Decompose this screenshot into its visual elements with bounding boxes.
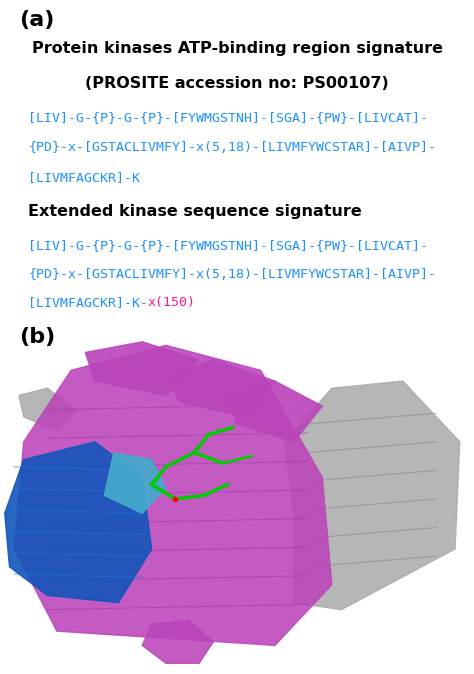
Polygon shape xyxy=(5,442,152,603)
Polygon shape xyxy=(14,345,332,646)
Text: [LIV]-G-{P}-G-{P}-[FYWMGSTNH]-[SGA]-{PW}-[LIVCAT]-: [LIV]-G-{P}-G-{P}-[FYWMGSTNH]-[SGA]-{PW}… xyxy=(28,239,428,252)
Polygon shape xyxy=(104,452,166,514)
Text: {PD}-x-[GSTACLIVMFY]-x(5,18)-[LIVMFYWCSTAR]-[AIVP]-: {PD}-x-[GSTACLIVMFY]-x(5,18)-[LIVMFYWCST… xyxy=(28,141,437,154)
Text: {PD}-x-[GSTACLIVMFY]-x(5,18)-[LIVMFYWCSTAR]-[AIVP]-: {PD}-x-[GSTACLIVMFY]-x(5,18)-[LIVMFYWCST… xyxy=(28,268,437,280)
Polygon shape xyxy=(284,381,460,610)
Text: [LIVMFAGCKR]-K-: [LIVMFAGCKR]-K- xyxy=(28,296,148,309)
Polygon shape xyxy=(85,342,199,396)
Text: x(150): x(150) xyxy=(147,296,195,309)
Text: [LIVMFAGCKR]-K: [LIVMFAGCKR]-K xyxy=(28,171,140,184)
Text: Extended kinase sequence signature: Extended kinase sequence signature xyxy=(28,204,362,219)
Text: [LIV]-G-{P}-G-{P}-[FYWMGSTNH]-[SGA]-{PW}-[LIVCAT]-: [LIV]-G-{P}-G-{P}-[FYWMGSTNH]-[SGA]-{PW}… xyxy=(28,111,428,124)
Text: (a): (a) xyxy=(19,9,55,30)
Polygon shape xyxy=(166,360,275,417)
Polygon shape xyxy=(19,388,76,431)
Text: (PROSITE accession no: PS00107): (PROSITE accession no: PS00107) xyxy=(85,76,389,91)
Text: (b): (b) xyxy=(19,328,55,348)
Polygon shape xyxy=(228,381,322,442)
Text: Protein kinases ATP-binding region signature: Protein kinases ATP-binding region signa… xyxy=(31,41,443,56)
Polygon shape xyxy=(142,620,213,663)
